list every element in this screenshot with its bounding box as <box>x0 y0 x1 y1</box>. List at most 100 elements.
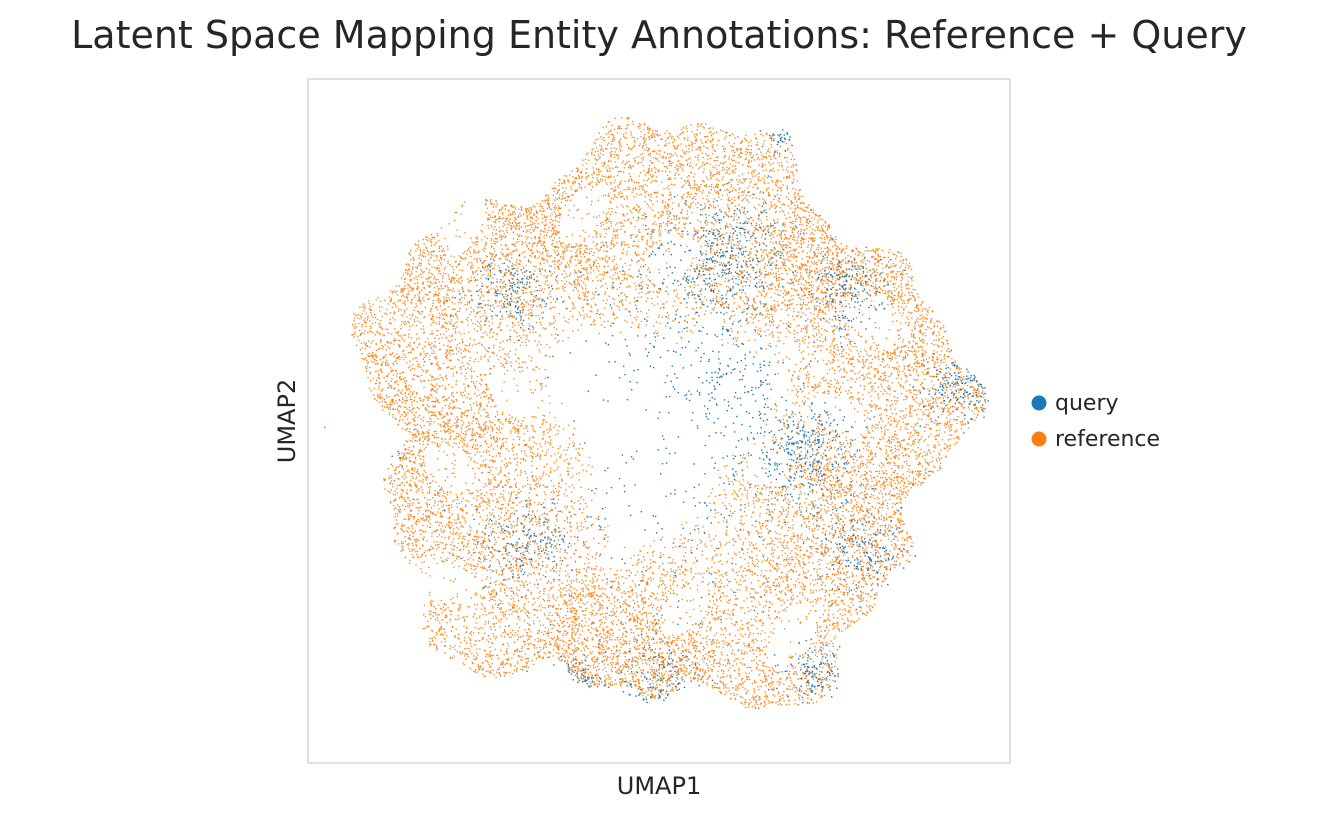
reference-point <box>826 576 827 577</box>
reference-point <box>585 521 586 522</box>
reference-point <box>488 389 489 390</box>
reference-point <box>472 265 473 266</box>
reference-point <box>449 445 450 446</box>
reference-point <box>771 314 772 315</box>
reference-point <box>728 481 729 482</box>
reference-point <box>430 486 431 487</box>
reference-point <box>432 616 433 617</box>
reference-point <box>563 641 564 642</box>
reference-point <box>566 603 567 604</box>
reference-point <box>752 706 753 707</box>
reference-point <box>650 238 651 239</box>
reference-point <box>539 558 540 559</box>
reference-point <box>754 207 755 208</box>
reference-point <box>698 532 699 533</box>
reference-point <box>850 607 851 608</box>
reference-point <box>410 399 411 400</box>
reference-point <box>745 151 746 152</box>
reference-point <box>568 666 569 667</box>
reference-point <box>896 556 897 557</box>
reference-point <box>789 686 790 687</box>
reference-point <box>627 144 628 145</box>
reference-point <box>840 573 841 574</box>
reference-point <box>688 158 689 159</box>
reference-point <box>411 441 412 442</box>
reference-point <box>409 342 410 343</box>
reference-point <box>422 464 423 465</box>
reference-point <box>764 200 765 201</box>
reference-point <box>727 585 728 586</box>
reference-point <box>599 132 600 133</box>
reference-point <box>886 480 887 481</box>
reference-point <box>539 252 540 253</box>
reference-point <box>464 619 465 620</box>
reference-point <box>517 617 518 618</box>
reference-point <box>820 340 821 341</box>
reference-point <box>816 428 817 429</box>
reference-point <box>866 563 867 564</box>
reference-point <box>543 634 544 635</box>
reference-point <box>558 590 559 591</box>
reference-point <box>681 524 682 525</box>
reference-point <box>808 562 809 563</box>
reference-point <box>902 492 903 493</box>
reference-point <box>834 437 835 438</box>
reference-point <box>751 542 752 543</box>
reference-point <box>523 231 524 232</box>
reference-point <box>445 439 446 440</box>
reference-point <box>430 419 431 420</box>
reference-point <box>861 505 862 506</box>
reference-point <box>421 555 422 556</box>
reference-point <box>776 185 777 186</box>
reference-point <box>439 534 440 535</box>
reference-point <box>477 420 478 421</box>
reference-point <box>811 528 812 529</box>
reference-point <box>701 677 702 678</box>
reference-point <box>798 231 799 232</box>
reference-point <box>730 599 731 600</box>
reference-point <box>412 266 413 267</box>
reference-point <box>538 280 539 281</box>
reference-point <box>446 293 447 294</box>
reference-point <box>557 275 558 276</box>
reference-point <box>747 626 748 627</box>
reference-point <box>849 342 850 343</box>
reference-point <box>870 610 871 611</box>
reference-point <box>535 225 536 226</box>
reference-point <box>376 360 377 361</box>
reference-point <box>427 525 428 526</box>
reference-point <box>683 584 684 585</box>
reference-point <box>492 322 493 323</box>
reference-point <box>583 310 584 311</box>
reference-point <box>639 128 640 129</box>
reference-point <box>730 316 731 317</box>
reference-point <box>576 265 577 266</box>
reference-point <box>885 391 886 392</box>
reference-point <box>599 683 600 684</box>
reference-point <box>429 270 430 271</box>
reference-point <box>500 281 501 282</box>
reference-point <box>557 210 558 211</box>
reference-point <box>477 343 478 344</box>
reference-point <box>800 483 801 484</box>
reference-point <box>646 614 647 615</box>
reference-point <box>859 309 860 310</box>
reference-point <box>430 602 431 603</box>
reference-point <box>773 687 774 688</box>
reference-point <box>574 443 575 444</box>
reference-point <box>490 397 491 398</box>
reference-point <box>638 628 639 629</box>
reference-point <box>858 586 859 587</box>
reference-point <box>846 440 847 441</box>
reference-point <box>399 347 400 348</box>
reference-point <box>473 371 474 372</box>
reference-point <box>470 398 471 399</box>
reference-point <box>488 523 489 524</box>
reference-point <box>700 643 701 644</box>
reference-point <box>478 495 479 496</box>
reference-point <box>917 435 918 436</box>
reference-point <box>547 285 548 286</box>
reference-point <box>490 422 491 423</box>
reference-point <box>782 241 783 242</box>
reference-point <box>537 227 538 228</box>
